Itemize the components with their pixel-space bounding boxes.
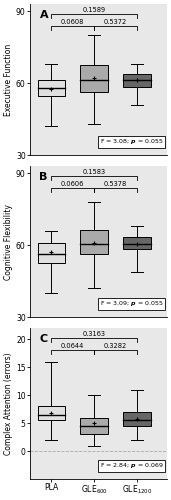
Text: B: B xyxy=(40,172,48,182)
Bar xyxy=(38,80,65,96)
Text: 0.1583: 0.1583 xyxy=(82,169,106,175)
Bar xyxy=(38,406,65,420)
Bar xyxy=(123,74,151,87)
Bar xyxy=(123,412,151,426)
Bar xyxy=(80,418,108,434)
Bar xyxy=(123,237,151,249)
Bar xyxy=(80,230,108,254)
Text: 0.5372: 0.5372 xyxy=(104,19,127,25)
Text: A: A xyxy=(40,10,48,20)
Y-axis label: Executive Function: Executive Function xyxy=(4,44,13,116)
Text: 0.5378: 0.5378 xyxy=(104,181,127,187)
Y-axis label: Cognitive Flexibility: Cognitive Flexibility xyxy=(4,204,13,280)
Bar xyxy=(38,243,65,263)
Y-axis label: Complex Attention (errors): Complex Attention (errors) xyxy=(4,352,13,455)
Text: 0.0644: 0.0644 xyxy=(61,343,84,349)
Text: F = 3.08; $\bfit{p}$ = 0.055: F = 3.08; $\bfit{p}$ = 0.055 xyxy=(100,137,163,146)
Text: 0.1589: 0.1589 xyxy=(82,7,106,13)
Bar xyxy=(80,66,108,92)
Text: 0.0608: 0.0608 xyxy=(61,19,84,25)
Text: F = 3.09; $\bfit{p}$ = 0.055: F = 3.09; $\bfit{p}$ = 0.055 xyxy=(100,299,163,308)
Text: F = 2.84; $\bfit{p}$ = 0.069: F = 2.84; $\bfit{p}$ = 0.069 xyxy=(100,461,163,470)
Text: 0.3163: 0.3163 xyxy=(83,331,106,337)
Text: 0.3282: 0.3282 xyxy=(104,343,127,349)
Text: 0.0606: 0.0606 xyxy=(61,181,84,187)
Text: C: C xyxy=(40,334,48,344)
